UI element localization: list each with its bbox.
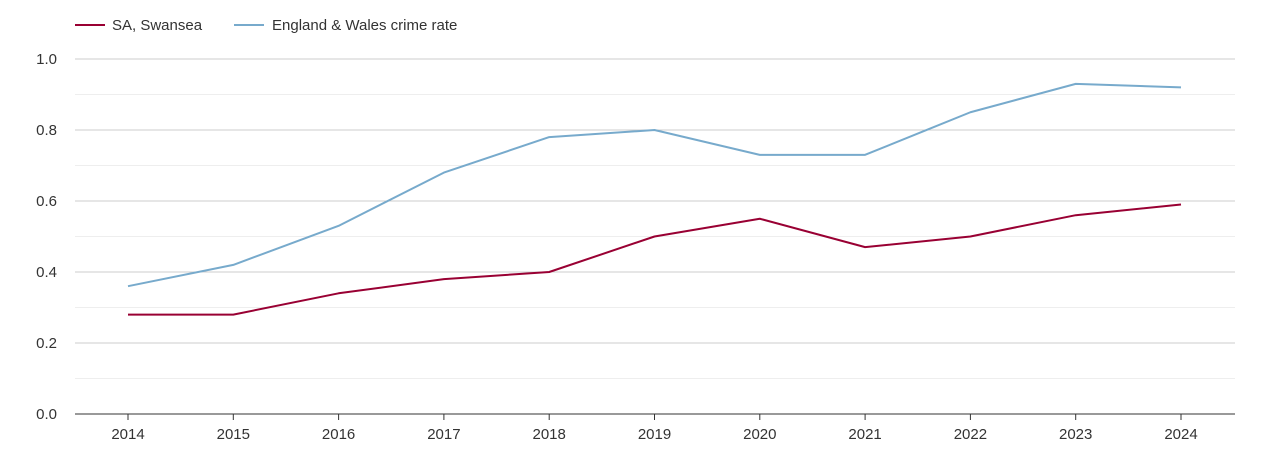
data-point-england-wales[interactable] <box>1178 84 1184 90</box>
y-tick-label: 1.0 <box>36 51 57 68</box>
y-tick-label: 0.6 <box>36 193 57 210</box>
x-tick-label: 2015 <box>217 426 250 443</box>
legend: SA, Swansea England & Wales crime rate <box>75 17 457 34</box>
axes: 0.0 0.2 0.4 0.6 0.8 1.0 2014 2015 2016 2017 2018 20… <box>36 51 1235 443</box>
data-point-england-wales[interactable] <box>336 223 342 229</box>
data-point-swansea[interactable] <box>125 312 131 318</box>
data-point-england-wales[interactable] <box>967 109 973 115</box>
legend-item-swansea[interactable]: SA, Swansea <box>75 17 203 34</box>
data-point-england-wales[interactable] <box>862 152 868 158</box>
data-point-swansea[interactable] <box>546 269 552 275</box>
y-tick-label: 0.8 <box>36 122 57 139</box>
y-tick-label: 0.0 <box>36 406 57 423</box>
y-tick-label: 0.4 <box>36 264 57 281</box>
data-point-swansea[interactable] <box>441 276 447 282</box>
data-point-england-wales[interactable] <box>230 262 236 268</box>
data-point-swansea[interactable] <box>336 290 342 296</box>
data-point-england-wales[interactable] <box>1073 81 1079 87</box>
data-point-swansea[interactable] <box>862 244 868 250</box>
data-point-swansea[interactable] <box>1073 212 1079 218</box>
series-line-swansea <box>128 203 1182 316</box>
x-tick-label: 2023 <box>1059 426 1092 443</box>
data-point-swansea[interactable] <box>230 312 236 318</box>
data-point-england-wales[interactable] <box>125 283 131 289</box>
legend-label-england-wales: England & Wales crime rate <box>272 17 457 34</box>
data-point-swansea[interactable] <box>1178 202 1184 208</box>
x-tick-label: 2018 <box>533 426 566 443</box>
data-point-england-wales[interactable] <box>441 170 447 176</box>
data-point-swansea[interactable] <box>652 234 658 240</box>
x-tick-label: 2022 <box>954 426 987 443</box>
series-line-england-wales <box>127 82 1182 288</box>
legend-label-swansea: SA, Swansea <box>112 17 203 34</box>
x-tick-label: 2020 <box>743 426 776 443</box>
y-tick-label: 0.2 <box>36 335 57 352</box>
x-tick-label: 2024 <box>1164 426 1197 443</box>
legend-item-england-wales[interactable]: England & Wales crime rate <box>234 17 457 34</box>
data-point-swansea[interactable] <box>967 234 973 240</box>
x-tick-label: 2014 <box>111 426 144 443</box>
x-tick-label: 2019 <box>638 426 671 443</box>
x-tick-label: 2016 <box>322 426 355 443</box>
data-point-england-wales[interactable] <box>652 127 658 133</box>
x-tick-label: 2021 <box>848 426 881 443</box>
data-point-england-wales[interactable] <box>757 152 763 158</box>
data-point-england-wales[interactable] <box>546 134 552 140</box>
series-lines <box>125 81 1184 318</box>
data-point-swansea[interactable] <box>757 216 763 222</box>
x-tick-label: 2017 <box>427 426 460 443</box>
